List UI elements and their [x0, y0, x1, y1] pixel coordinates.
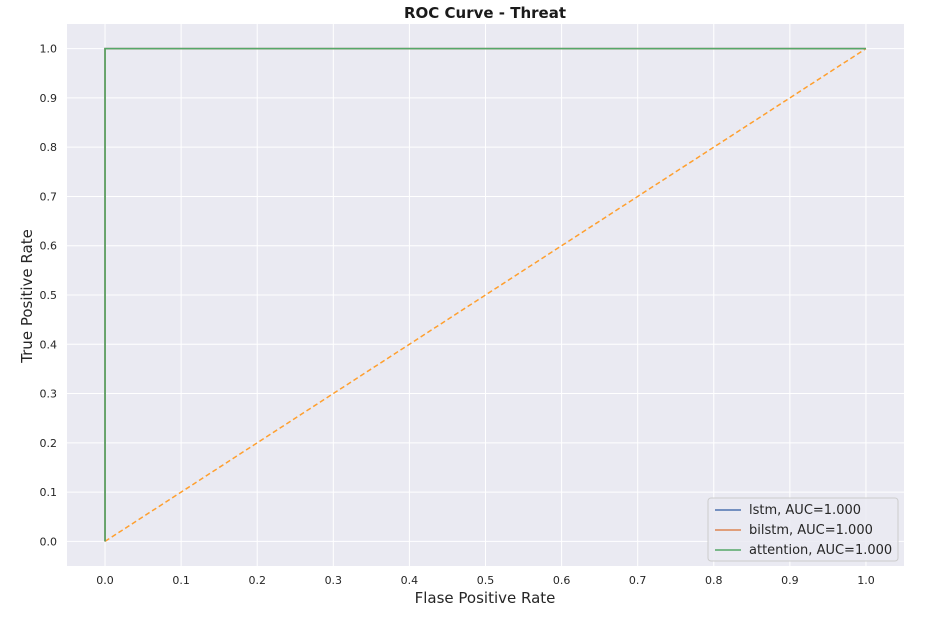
- y-tick-labels: 0.0 0.1 0.2 0.3 0.4 0.5 0.6 0.7 0.8 0.9 1.0: [40, 43, 58, 549]
- chart-title: ROC Curve - Threat: [404, 4, 566, 22]
- legend-label: attention, AUC=1.000: [749, 543, 892, 558]
- y-tick-label: 0.1: [40, 486, 58, 499]
- x-tick-labels: 0.0 0.1 0.2 0.3 0.4 0.5 0.6 0.7 0.8 0.9 1.0: [96, 574, 874, 587]
- x-tick-label: 1.0: [857, 574, 875, 587]
- x-tick-label: 0.0: [96, 574, 114, 587]
- series-line-2: [104, 47, 866, 542]
- legend-box: [707, 497, 899, 562]
- y-tick-label: 0.8: [40, 141, 58, 154]
- y-tick-label: 0.4: [40, 338, 58, 351]
- y-tick-label: 0.3: [40, 388, 58, 401]
- series-lines: [104, 47, 867, 542]
- y-tick-label: 0.5: [40, 289, 58, 302]
- x-tick-label: 0.1: [172, 574, 190, 587]
- chance-diagonal-line: [104, 48, 867, 542]
- x-tick-label: 0.3: [325, 574, 343, 587]
- y-axis-label: True Positive Rate: [18, 229, 36, 364]
- y-tick-label: 0.2: [40, 437, 58, 450]
- x-tick-label: 0.6: [553, 574, 571, 587]
- x-tick-label: 0.9: [781, 574, 799, 587]
- y-tick-label: 1.0: [40, 43, 58, 56]
- y-tick-label: 0.6: [40, 240, 58, 253]
- legend-label: lstm, AUC=1.000: [749, 503, 861, 518]
- x-tick-label: 0.4: [401, 574, 419, 587]
- x-tick-label: 0.8: [705, 574, 723, 587]
- y-tick-label: 0.0: [40, 535, 58, 548]
- x-tick-label: 0.5: [477, 574, 495, 587]
- x-tick-label: 0.2: [248, 574, 266, 587]
- x-tick-label: 0.7: [629, 574, 647, 587]
- legend-label: bilstm, AUC=1.000: [749, 523, 873, 538]
- x-axis-label: Flase Positive Rate: [415, 589, 556, 607]
- legend: lstm, AUC=1.000 bilstm, AUC=1.000 attentio…: [707, 497, 899, 562]
- y-tick-label: 0.9: [40, 92, 58, 105]
- y-tick-label: 0.7: [40, 190, 58, 203]
